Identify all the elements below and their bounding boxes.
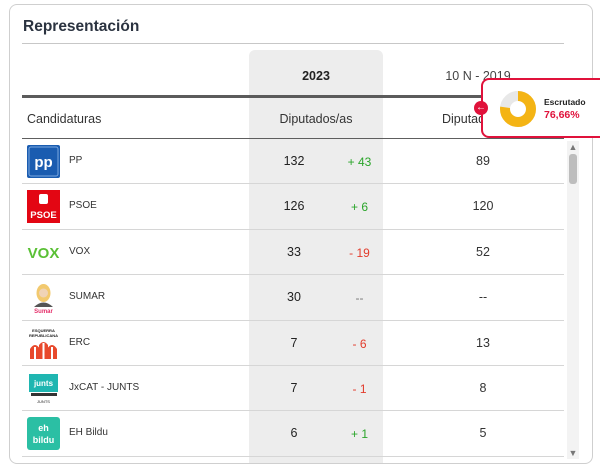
seats-diff: - 6 bbox=[352, 336, 367, 351]
diputados-current-header: Diputados/as bbox=[279, 112, 353, 126]
representation-card: Representación 2023 10 N - 2019 Candidat… bbox=[9, 4, 593, 464]
seats-previous: 89 bbox=[476, 154, 490, 168]
svg-text:REPUBLICANA: REPUBLICANA bbox=[29, 333, 58, 338]
seats-current: 7 bbox=[290, 335, 298, 350]
table-row: PSOE PSOE 126 + 6 120 bbox=[22, 184, 564, 230]
table-row: ESQUERRA REPUBLICANA ERC 7 - 6 13 bbox=[22, 321, 564, 366]
party-name: SUMAR bbox=[69, 291, 106, 303]
seats-diff: + 1 bbox=[350, 427, 368, 442]
svg-text:VOX: VOX bbox=[28, 245, 60, 262]
seats-current: 7 bbox=[290, 380, 298, 395]
seats-diff: - 1 bbox=[352, 381, 367, 396]
svg-text:ESQUERRA: ESQUERRA bbox=[32, 328, 55, 333]
svg-text:Sumar: Sumar bbox=[34, 309, 53, 314]
seats-current: 132 bbox=[283, 154, 305, 168]
header-divider bbox=[22, 95, 564, 98]
party-name: PSOE bbox=[69, 200, 97, 212]
seats-current: 33 bbox=[287, 244, 301, 259]
party-name: JxCAT - JUNTS bbox=[69, 381, 140, 393]
table-row: pp PP 132 + 43 89 bbox=[22, 139, 564, 185]
seats-diff: - 19 bbox=[349, 245, 370, 260]
table-row: eh bildu EH Bildu 6 + 1 5 bbox=[22, 411, 564, 457]
seats-current: 126 bbox=[283, 199, 305, 214]
seats-previous: -- bbox=[478, 290, 488, 305]
party-name: PP bbox=[69, 155, 83, 166]
psoe-logo-icon: PSOE bbox=[27, 190, 60, 224]
sumar-logo-icon: Sumar bbox=[27, 281, 60, 315]
party-name: ERC bbox=[69, 336, 91, 348]
seats-previous: 120 bbox=[472, 199, 494, 214]
seats-previous: 5 bbox=[479, 426, 487, 441]
table-row: Sumar SUMAR 30 -- -- bbox=[22, 275, 564, 321]
junts-logo-icon: junts JUNTS bbox=[27, 372, 60, 405]
scrutiny-donut-icon bbox=[500, 91, 536, 127]
svg-text:JUNTS: JUNTS bbox=[37, 399, 50, 404]
title-divider bbox=[22, 43, 564, 44]
candidaturas-header: Candidaturas bbox=[27, 112, 102, 126]
seats-previous: 13 bbox=[476, 335, 490, 350]
party-table: pp PP 132 + 43 89 PSOE PSOE 126 + 6 120 bbox=[22, 139, 564, 457]
erc-logo-icon: ESQUERRA REPUBLICANA bbox=[27, 327, 60, 360]
section-title: Representación bbox=[23, 18, 140, 35]
svg-text:junts: junts bbox=[33, 379, 54, 388]
scrollbar-thumb[interactable] bbox=[569, 154, 577, 184]
table-row: junts JUNTS JxCAT - JUNTS 7 - 1 8 bbox=[22, 366, 564, 412]
year-current-header: 2023 bbox=[302, 69, 330, 83]
table-row: VOX VOX 33 - 19 52 bbox=[22, 230, 564, 276]
bildu-logo-icon: eh bildu bbox=[27, 417, 60, 451]
scrutiny-value: 76,66% bbox=[544, 109, 580, 121]
seats-diff: + 6 bbox=[350, 200, 368, 215]
subheader-divider bbox=[22, 138, 564, 139]
scroll-up-icon[interactable]: ▲ bbox=[568, 142, 578, 152]
seats-previous: 52 bbox=[476, 244, 490, 259]
scrutiny-popup[interactable]: Escrutado 76,66% bbox=[481, 78, 600, 138]
seats-current: 6 bbox=[290, 426, 298, 441]
seats-diff: + 43 bbox=[347, 155, 372, 169]
scroll-down-icon[interactable]: ▼ bbox=[568, 448, 578, 458]
collapse-arrow-icon[interactable]: ← bbox=[474, 101, 488, 115]
scrutiny-label: Escrutado bbox=[544, 97, 586, 107]
svg-text:eh: eh bbox=[38, 423, 49, 433]
vertical-scrollbar[interactable]: ▲ ▼ bbox=[567, 141, 579, 459]
current-year-highlight bbox=[249, 50, 383, 463]
seats-diff: -- bbox=[355, 291, 364, 306]
svg-text:PSOE: PSOE bbox=[30, 210, 56, 221]
svg-text:bildu: bildu bbox=[33, 435, 55, 445]
seats-previous: 8 bbox=[479, 380, 487, 395]
vox-logo-icon: VOX bbox=[27, 236, 60, 269]
party-name: VOX bbox=[69, 245, 91, 257]
svg-text:pp: pp bbox=[34, 154, 52, 171]
party-name: EH Bildu bbox=[69, 427, 108, 439]
pp-logo-icon: pp bbox=[27, 145, 60, 178]
seats-current: 30 bbox=[287, 290, 301, 305]
diputados-previous-header: Diputad bbox=[442, 112, 486, 126]
